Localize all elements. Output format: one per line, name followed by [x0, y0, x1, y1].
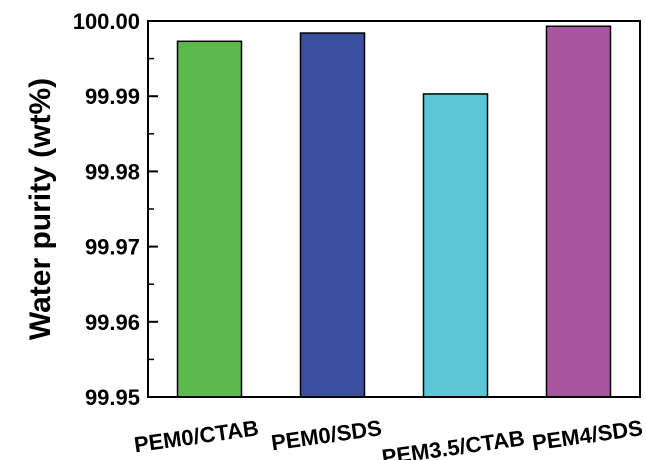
y-tick-label: 99.99 — [85, 84, 140, 109]
x-tick-label: PEM3.5/CTAB — [380, 425, 526, 460]
y-tick-label: 99.96 — [85, 310, 140, 335]
y-tick-label: 99.97 — [85, 235, 140, 260]
y-tick-label: 99.98 — [85, 159, 140, 184]
y-axis-ticks: 99.95 99.96 99.97 99.98 99.99 100.00 — [73, 9, 158, 410]
x-tick-label: PEM0/SDS — [270, 415, 384, 455]
x-tick-label: PEM4/SDS — [531, 415, 645, 455]
bars-group — [176, 25, 612, 398]
bar-pem4-sds — [545, 25, 612, 398]
bar-pem0-ctab — [176, 40, 243, 398]
bar-pem3-5-ctab — [422, 93, 489, 398]
y-tick-label: 100.00 — [73, 9, 140, 34]
x-tick-label: PEM0/CTAB — [132, 415, 260, 457]
y-tick-label: 99.95 — [85, 385, 140, 410]
plot-frame — [147, 20, 641, 398]
bar-pem0-sds — [299, 32, 366, 398]
y-axis-title: Water purity (wt%) — [24, 78, 57, 340]
